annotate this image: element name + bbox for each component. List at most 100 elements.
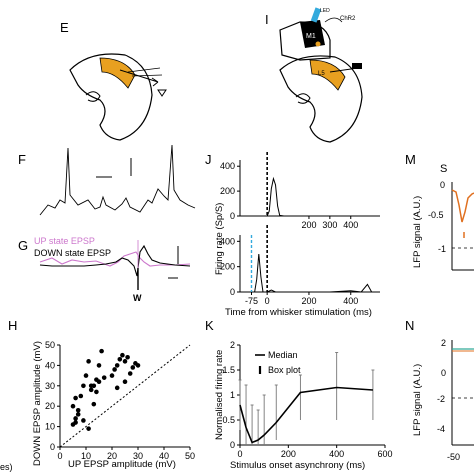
data-point (83, 373, 89, 378)
x-tick-label: 400 (329, 449, 344, 459)
x-tick-label: 0 (265, 296, 270, 306)
y-axis-label: DOWN EPSP amplitude (mV) (32, 341, 43, 466)
led-label: LED (320, 8, 330, 14)
data-point (127, 371, 133, 376)
y-tick-label: 0.5 (222, 415, 235, 425)
panel-h-scatter: 0 10 20 30 40 50 0 10 20 30 40 50 UP EPSP amplitude… (32, 340, 195, 470)
legend-median: Median (268, 350, 298, 360)
y-tick: -1 (438, 244, 446, 254)
panel-m-title-fragment: S (440, 163, 447, 175)
data-point (73, 416, 78, 421)
panel-label-e: E (60, 20, 69, 35)
y-tick-label: 0 (50, 442, 55, 452)
x-tick-label: 0 (237, 449, 242, 459)
up-state-trace (39, 251, 191, 267)
data-point (88, 383, 94, 389)
panel-e-brain-schematic (69, 53, 167, 141)
panel-k-line: 0 200 400 600 0 0.5 1 1.5 2 Median Box plot Stim… (214, 340, 393, 471)
y-tick-label: 200 (220, 262, 235, 272)
y-axis-label: LFP signal (A.U.) (412, 196, 423, 268)
y-tick: 2 (441, 338, 446, 348)
m1-region (300, 20, 325, 48)
y-tick-label: 0 (230, 440, 235, 450)
y-tick-label: 1.5 (222, 365, 235, 375)
data-point (114, 385, 120, 391)
data-point (75, 412, 81, 417)
l5-label: L5 (318, 71, 325, 77)
cortex-region-orange (99, 57, 136, 89)
m1-label: M1 (306, 33, 316, 40)
x-tick-label: 0 (57, 451, 62, 461)
y-tick-label: 2 (230, 340, 235, 350)
unity-line (59, 344, 191, 448)
data-point (88, 387, 94, 393)
median-line (239, 386, 373, 444)
data-point (101, 375, 107, 380)
panel-f-trace (39, 144, 196, 216)
data-point (135, 363, 141, 368)
panel-label-g: G (18, 238, 28, 253)
y-tick: 0 (441, 368, 446, 378)
data-point (109, 373, 115, 378)
y-tick-label: 400 (220, 236, 235, 246)
legend-boxplot: Box plot (268, 365, 301, 375)
y-tick-label: 0 (230, 287, 235, 297)
x-axis-label: Time from whisker stimulation (ms) (225, 307, 372, 318)
data-point (120, 352, 125, 358)
data-point (81, 383, 86, 389)
x-tick-label: 200 (301, 220, 316, 230)
panel-label-n: N (405, 318, 414, 333)
panel-label-h: H (8, 318, 17, 333)
x-tick-label: 200 (301, 296, 316, 306)
panel-n-lfp: 2 0 -2 -4 -50 LFP signal (A.U.) (412, 338, 474, 462)
data-point (114, 363, 120, 368)
x-tick-label: 10 (81, 451, 91, 461)
data-point (75, 407, 81, 413)
legend-down-state: DOWN state EPSP (34, 248, 111, 258)
x-tick-label: 400 (343, 296, 358, 306)
data-point (73, 395, 78, 401)
down-state-trace (39, 244, 191, 277)
y-axis-label: Normalised firing rate (214, 350, 225, 440)
panel-label-f: F (18, 152, 26, 167)
led-icon (310, 7, 322, 23)
y-tick-label: 200 (220, 186, 235, 196)
x-tick-label: 30 (133, 451, 143, 461)
electrode-icon (352, 63, 362, 69)
x-tick-label: 300 (322, 220, 337, 230)
y-tick-label: 0 (230, 211, 235, 221)
psth-line (246, 176, 372, 217)
y-axis-label: Firing rate (Sp/S) (214, 203, 225, 275)
data-point (96, 379, 102, 385)
x-axis-label: UP EPSP amplitude (mV) (68, 459, 176, 470)
y-tick: -2 (437, 394, 445, 404)
x-tick: -50 (447, 452, 460, 462)
legend-up-state: UP state EPSP (34, 236, 95, 246)
data-point (81, 418, 86, 423)
data-point (122, 379, 128, 385)
data-point (112, 367, 117, 372)
y-axis-label: LFP signal (A.U.) (412, 364, 423, 436)
y-tick-label: 30 (45, 381, 55, 391)
cutoff-text: es) (0, 462, 13, 472)
y-tick: -4 (437, 424, 445, 434)
panel-i-brain-schematic: M1 LED ChR2 L5 (279, 7, 363, 143)
x-tick-label: 50 (185, 451, 195, 461)
chr2-label: ChR2 (340, 16, 356, 22)
x-axis-label: Stimulus onset asynchrony (ms) (230, 460, 365, 471)
whisker-marker-label: W (133, 293, 142, 303)
panel-m-lfp: S 0 -0.5 -1 LFP signal (A.U.) (412, 163, 474, 271)
y-tick-label: 10 (45, 422, 55, 432)
panel-g-epsp: UP state EPSP DOWN state EPSP W (34, 236, 191, 303)
x-tick-label: 40 (159, 451, 169, 461)
psth-line (246, 253, 376, 293)
x-tick-label: 400 (343, 220, 358, 230)
panel-label-k: K (205, 318, 214, 333)
x-tick-label: 20 (107, 451, 117, 461)
data-point (125, 354, 130, 360)
y-tick: -0.5 (428, 210, 444, 220)
data-point (78, 393, 84, 399)
x-tick-label: 600 (377, 449, 392, 459)
data-point (86, 359, 91, 364)
